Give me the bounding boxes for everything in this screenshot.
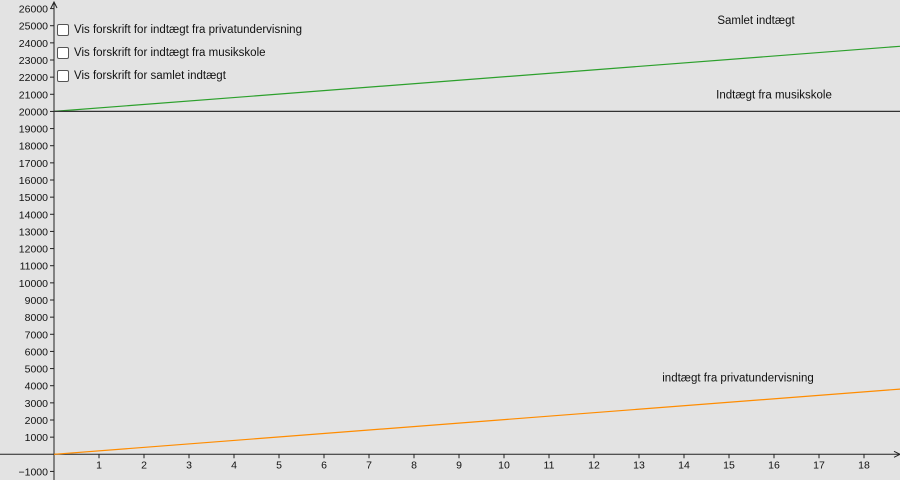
y-tick-label-15000: 15000 [19,192,48,204]
y-tick-label-2000: 2000 [25,415,49,427]
y-tick-label--1000: −1000 [19,466,49,478]
y-tick-label-4000: 4000 [25,381,49,393]
checkbox[interactable] [57,23,69,36]
x-tick-label-14: 14 [678,459,690,471]
series-lines [53,45,900,455]
x-tick-label-10: 10 [498,459,510,471]
y-tick-label-24000: 24000 [19,38,48,50]
y-tick-label-19000: 19000 [19,124,48,136]
x-tick-label-7: 7 [366,459,372,471]
y-tick-label-16000: 16000 [19,175,48,187]
y-tick-label-13000: 13000 [19,226,48,238]
x-tick-label-3: 3 [186,459,192,471]
y-tick-label-6000: 6000 [25,346,49,358]
x-tick-label-16: 16 [768,459,780,471]
x-tick-label-13: 13 [633,459,645,471]
toggle-label: Vis forskrift for samlet indtægt [74,69,226,82]
x-axis-arrow [893,450,900,458]
y-tick-label-26000: 26000 [19,4,48,16]
y-tick-label-20000: 20000 [19,106,48,118]
y-tick-label-1000: 1000 [25,432,49,444]
series-line-0 [53,45,900,112]
x-tick-label-1: 1 [96,459,102,471]
x-tick-label-18: 18 [858,459,870,471]
series-label-0: Samlet indtægt [717,15,795,27]
series-label-2: indtægt fra privatundervisning [662,372,814,384]
x-tick-label-15: 15 [723,459,735,471]
series-labels: Samlet indtægt Indtægt fra musikskole indt… [662,15,832,384]
toggle-formula-musikskole[interactable]: Vis forskrift for indtægt fra musikskole [57,41,302,64]
x-tick-label-2: 2 [141,459,147,471]
checkbox[interactable] [57,69,69,82]
x-tick-label-5: 5 [276,459,282,471]
checkbox[interactable] [57,46,69,59]
toggle-formula-samlet[interactable]: Vis forskrift for samlet indtægt [57,64,302,87]
y-tick-label-22000: 22000 [19,72,48,84]
y-tick-label-25000: 25000 [19,21,48,33]
y-tick-label-18000: 18000 [19,141,48,153]
y-tick-label-23000: 23000 [19,55,48,67]
series-line-2 [53,388,900,455]
x-tick-label-12: 12 [588,459,600,471]
x-tick-label-9: 9 [456,459,462,471]
y-tick-label-21000: 21000 [19,89,48,101]
y-tick-label-3000: 3000 [25,398,49,410]
y-tick-label-17000: 17000 [19,158,48,170]
y-tick-label-14000: 14000 [19,209,48,221]
y-tick-label-12000: 12000 [19,244,48,256]
y-tick-label-7000: 7000 [25,329,49,341]
toggle-label: Vis forskrift for indtægt fra privatunde… [74,23,302,36]
tick-labels: 1 2 3 4 5 6 7 8 9 10 11 12 13 14 15 16 17 18−100010002000… [19,4,870,479]
tick-marks [50,8,865,472]
x-tick-label-4: 4 [231,459,237,471]
y-tick-label-9000: 9000 [25,295,49,307]
y-tick-label-10000: 10000 [19,278,48,290]
toggle-label: Vis forskrift for indtægt fra musikskole [74,46,266,59]
y-axis-arrow [50,0,58,9]
formula-toggles: Vis forskrift for indtægt fra privatunde… [57,18,302,87]
y-tick-label-11000: 11000 [20,261,49,273]
toggle-formula-privatundervisning[interactable]: Vis forskrift for indtægt fra privatunde… [57,18,302,41]
y-tick-label-5000: 5000 [25,364,49,376]
y-tick-label-8000: 8000 [25,312,49,324]
x-tick-label-6: 6 [321,459,327,471]
series-label-1: Indtægt fra musikskole [716,90,832,102]
x-tick-label-17: 17 [813,459,825,471]
x-tick-label-8: 8 [411,459,417,471]
x-tick-label-11: 11 [544,459,555,471]
